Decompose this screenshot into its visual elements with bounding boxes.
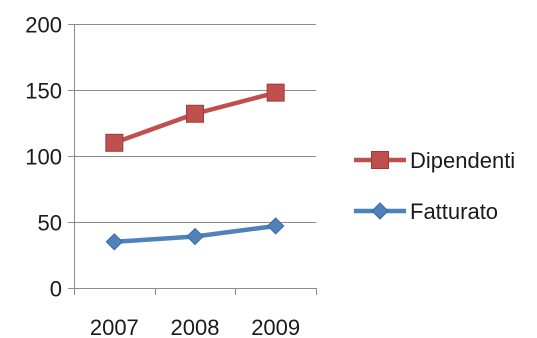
series-fatturato: [105, 217, 285, 251]
data-point-fatturato-2009: [266, 217, 285, 235]
legend-label-fatturato: Fatturato: [410, 199, 498, 224]
legend-swatch-marker: [371, 151, 389, 169]
series-dipendenti: [105, 83, 285, 152]
y-tick-label: 0: [50, 277, 62, 302]
x-tick-label-2008: 2008: [171, 315, 220, 338]
y-tick-label: 100: [25, 145, 62, 170]
x-tick-label-2007: 2007: [90, 315, 139, 338]
y-tick-label: 200: [25, 13, 62, 38]
legend-swatch-marker: [371, 202, 389, 220]
legend-item-fatturato: Fatturato: [354, 199, 498, 224]
legend: Dipendenti Fatturato: [354, 148, 515, 224]
legend-item-dipendenti: Dipendenti: [354, 148, 515, 173]
gridlines: [74, 24, 316, 223]
data-point-dipendenti-2007: [105, 133, 124, 152]
y-tick-label: 150: [25, 79, 62, 104]
x-tick-labels: 2007 2008 2009: [90, 315, 300, 338]
y-tick-label: 50: [38, 211, 62, 236]
data-point-dipendenti-2009: [266, 83, 285, 102]
series: [105, 83, 285, 251]
data-point-fatturato-2007: [105, 233, 124, 251]
y-tick-labels: 0 50 100 150 200: [25, 13, 62, 302]
x-tick-label-2009: 2009: [251, 315, 300, 338]
data-point-dipendenti-2008: [186, 104, 204, 123]
data-point-fatturato-2008: [186, 227, 204, 246]
axes: [68, 24, 317, 295]
legend-label-dipendenti: Dipendenti: [410, 148, 515, 173]
